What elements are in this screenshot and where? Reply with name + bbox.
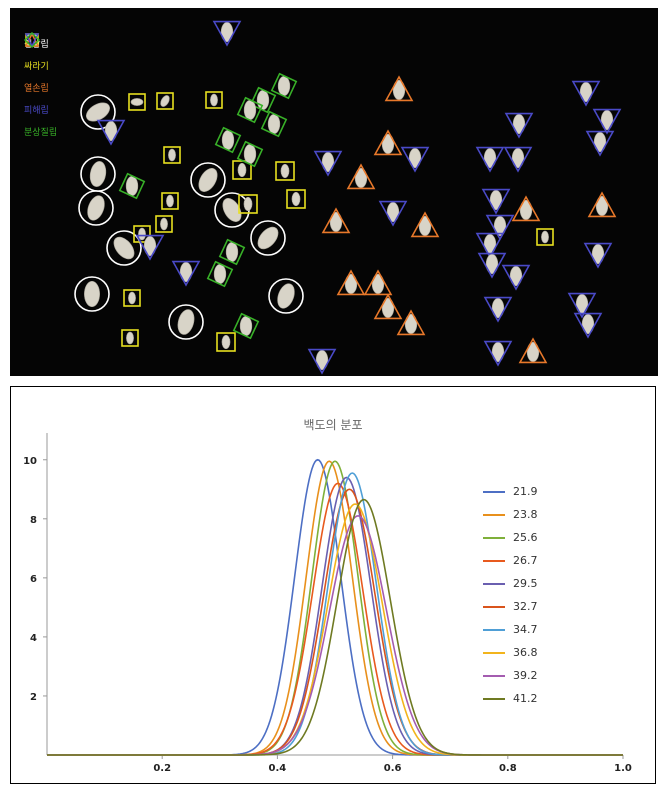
rice-grain bbox=[268, 114, 280, 134]
legend-label: 29.5 bbox=[513, 577, 538, 590]
photo-legend: 정상립 싸라기 열손립 피해립 분상질립 bbox=[24, 32, 57, 142]
rice-grain bbox=[175, 308, 196, 337]
rice-grain bbox=[244, 100, 256, 120]
x-tick-label: 0.2 bbox=[153, 763, 171, 774]
legend-row-heat: 열손립 bbox=[24, 76, 57, 98]
rice-grain bbox=[254, 223, 282, 252]
legend-label: 열손립 bbox=[24, 81, 49, 94]
rice-grain bbox=[131, 98, 143, 105]
legend-swatch bbox=[483, 698, 505, 700]
y-tick-label: 10 bbox=[23, 456, 37, 467]
legend-row-damaged: 피해립 bbox=[24, 98, 57, 120]
rice-grain-photo: 정상립 싸라기 열손립 피해립 분상질립 bbox=[10, 8, 658, 376]
rice-grain bbox=[160, 218, 167, 230]
rice-grain bbox=[222, 335, 230, 349]
legend-row-chalky: 분상질립 bbox=[24, 120, 57, 142]
legend-swatch bbox=[483, 491, 505, 493]
y-tick-label: 2 bbox=[30, 692, 37, 703]
legend-swatch bbox=[483, 652, 505, 654]
legend-item: 25.6 bbox=[483, 531, 538, 544]
legend-swatch bbox=[483, 675, 505, 677]
legend-label: 26.7 bbox=[513, 554, 538, 567]
rice-grain bbox=[126, 176, 138, 196]
legend-item: 29.5 bbox=[483, 577, 538, 590]
rice-grain bbox=[240, 316, 252, 336]
legend-swatch bbox=[483, 583, 505, 585]
legend-label: 41.2 bbox=[513, 692, 538, 705]
rice-grain bbox=[238, 163, 246, 177]
legend-swatch bbox=[483, 606, 505, 608]
legend-label: 21.9 bbox=[513, 485, 538, 498]
legend-item: 34.7 bbox=[483, 623, 538, 636]
legend-swatch bbox=[483, 514, 505, 516]
legend-label: 25.6 bbox=[513, 531, 538, 544]
rice-grain bbox=[214, 264, 226, 284]
series-line-26.7 bbox=[47, 483, 623, 755]
y-tick-label: 4 bbox=[30, 633, 37, 644]
legend-swatch bbox=[483, 629, 505, 631]
rice-grain bbox=[281, 164, 289, 178]
rice-grain bbox=[210, 94, 217, 106]
distribution-chart: 백도의 분포 0.2 0.4 0.6 0.8 1.0 2 4 6 8 10 21.9 23.8 25.… bbox=[10, 386, 656, 784]
rice-grain bbox=[541, 231, 548, 243]
legend-swatch bbox=[483, 537, 505, 539]
diamond-icon bbox=[24, 32, 40, 48]
legend-item: 39.2 bbox=[483, 669, 538, 682]
x-tick-label: 0.8 bbox=[499, 763, 517, 774]
rice-grain bbox=[292, 192, 300, 206]
legend-item: 36.8 bbox=[483, 646, 538, 659]
legend-item: 41.2 bbox=[483, 692, 538, 705]
legend-item: 21.9 bbox=[483, 485, 538, 498]
rice-grain bbox=[166, 195, 173, 207]
rice-grain bbox=[274, 281, 297, 310]
chart-canvas: 백도의 분포 0.2 0.4 0.6 0.8 1.0 2 4 6 8 10 bbox=[11, 387, 654, 782]
legend-row-broken: 싸라기 bbox=[24, 54, 57, 76]
legend-item: 26.7 bbox=[483, 554, 538, 567]
legend-label: 분상질립 bbox=[24, 125, 57, 138]
x-tick-label: 0.6 bbox=[384, 763, 402, 774]
rice-grain bbox=[126, 332, 133, 344]
y-tick-label: 8 bbox=[30, 515, 37, 526]
rice-grain bbox=[84, 193, 107, 222]
legend-label: 36.8 bbox=[513, 646, 538, 659]
rice-grain bbox=[257, 90, 269, 110]
legend-label: 39.2 bbox=[513, 669, 538, 682]
legend-label: 23.8 bbox=[513, 508, 538, 521]
rice-grain bbox=[219, 195, 245, 225]
legend-label: 32.7 bbox=[513, 600, 538, 613]
rice-grain bbox=[128, 292, 135, 304]
legend-swatch bbox=[483, 560, 505, 562]
x-tick-label: 1.0 bbox=[614, 763, 632, 774]
legend-item: 32.7 bbox=[483, 600, 538, 613]
y-tick-label: 6 bbox=[30, 574, 37, 585]
rice-grain bbox=[159, 94, 171, 108]
legend-item: 23.8 bbox=[483, 508, 538, 521]
grain-annotations bbox=[10, 8, 658, 376]
rice-grain bbox=[278, 76, 290, 96]
rice-grain bbox=[244, 197, 252, 211]
legend-label: 피해립 bbox=[24, 103, 49, 116]
legend-label: 34.7 bbox=[513, 623, 538, 636]
rice-grain bbox=[138, 228, 145, 240]
chart-title: 백도의 분포 bbox=[303, 418, 362, 432]
rice-grain bbox=[88, 160, 107, 188]
rice-grain bbox=[195, 165, 221, 195]
rice-grain bbox=[226, 242, 238, 262]
legend-label: 싸라기 bbox=[24, 59, 49, 72]
rice-grain bbox=[168, 149, 175, 161]
rice-grain bbox=[244, 144, 256, 164]
rice-grain bbox=[84, 281, 99, 307]
rice-grain bbox=[222, 130, 234, 150]
x-tick-label: 0.4 bbox=[269, 763, 287, 774]
